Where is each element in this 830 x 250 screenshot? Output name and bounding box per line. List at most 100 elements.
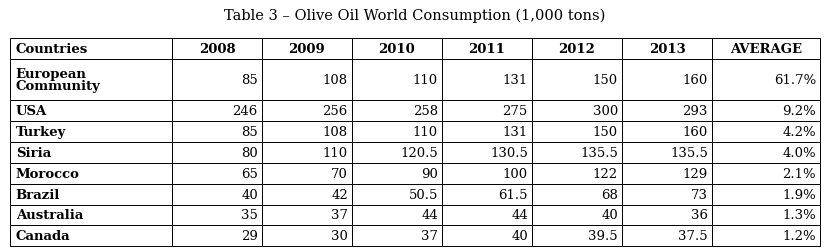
Text: 122: 122: [593, 167, 618, 180]
Text: Community: Community: [16, 80, 100, 92]
Bar: [172, 101, 262, 122]
Text: Brazil: Brazil: [16, 188, 60, 201]
Text: 44: 44: [421, 209, 438, 222]
Bar: [712, 184, 820, 205]
Bar: [622, 122, 712, 142]
Text: 90: 90: [421, 167, 438, 180]
Text: 70: 70: [331, 167, 348, 180]
Text: 35: 35: [241, 209, 258, 222]
Bar: [172, 184, 262, 205]
Text: 85: 85: [241, 126, 258, 138]
Text: 110: 110: [413, 74, 438, 87]
Bar: [622, 60, 712, 101]
Bar: [622, 205, 712, 226]
Bar: [352, 101, 442, 122]
Bar: [622, 39, 712, 60]
Bar: [10, 142, 172, 163]
Text: USA: USA: [16, 105, 47, 118]
Bar: [10, 39, 172, 60]
Bar: [10, 60, 172, 101]
Text: 37: 37: [331, 209, 348, 222]
Bar: [532, 184, 622, 205]
Text: 2.1%: 2.1%: [782, 167, 816, 180]
Text: 80: 80: [241, 146, 258, 159]
Bar: [262, 101, 352, 122]
Text: 150: 150: [593, 126, 618, 138]
Bar: [352, 226, 442, 246]
Bar: [262, 184, 352, 205]
Bar: [262, 205, 352, 226]
Text: 131: 131: [503, 74, 528, 87]
Bar: [10, 163, 172, 184]
Text: 120.5: 120.5: [400, 146, 438, 159]
Bar: [352, 163, 442, 184]
Bar: [442, 226, 532, 246]
Bar: [10, 226, 172, 246]
Text: 108: 108: [323, 74, 348, 87]
Text: 160: 160: [682, 74, 708, 87]
Bar: [532, 39, 622, 60]
Bar: [442, 184, 532, 205]
Text: 150: 150: [593, 74, 618, 87]
Text: 160: 160: [682, 126, 708, 138]
Text: 1.2%: 1.2%: [782, 230, 816, 242]
Text: 2008: 2008: [198, 43, 235, 56]
Text: 85: 85: [241, 74, 258, 87]
Bar: [442, 39, 532, 60]
Text: 2013: 2013: [649, 43, 686, 56]
Bar: [532, 205, 622, 226]
Text: 37: 37: [421, 230, 438, 242]
Bar: [532, 163, 622, 184]
Bar: [532, 226, 622, 246]
Text: 36: 36: [691, 209, 708, 222]
Bar: [10, 184, 172, 205]
Text: 1.3%: 1.3%: [782, 209, 816, 222]
Bar: [262, 142, 352, 163]
Text: 135.5: 135.5: [580, 146, 618, 159]
Text: 100: 100: [503, 167, 528, 180]
Text: 275: 275: [503, 105, 528, 118]
Text: 258: 258: [413, 105, 438, 118]
Text: 40: 40: [241, 188, 258, 201]
Bar: [352, 60, 442, 101]
Bar: [352, 142, 442, 163]
Bar: [10, 101, 172, 122]
Text: 4.2%: 4.2%: [782, 126, 816, 138]
Text: 110: 110: [413, 126, 438, 138]
Bar: [352, 39, 442, 60]
Bar: [10, 205, 172, 226]
Text: 39.5: 39.5: [588, 230, 618, 242]
Bar: [712, 226, 820, 246]
Bar: [10, 122, 172, 142]
Bar: [262, 226, 352, 246]
Text: 4.0%: 4.0%: [782, 146, 816, 159]
Text: 9.2%: 9.2%: [782, 105, 816, 118]
Bar: [442, 205, 532, 226]
Text: Canada: Canada: [16, 230, 71, 242]
Text: 44: 44: [511, 209, 528, 222]
Bar: [712, 122, 820, 142]
Text: 300: 300: [593, 105, 618, 118]
Text: Siria: Siria: [16, 146, 51, 159]
Text: 61.5: 61.5: [498, 188, 528, 201]
Text: 40: 40: [601, 209, 618, 222]
Text: 30: 30: [331, 230, 348, 242]
Text: 110: 110: [323, 146, 348, 159]
Text: 130.5: 130.5: [490, 146, 528, 159]
Bar: [622, 101, 712, 122]
Text: 256: 256: [323, 105, 348, 118]
Bar: [262, 122, 352, 142]
Bar: [172, 226, 262, 246]
Text: Table 3 – Olive Oil World Consumption (1,000 tons): Table 3 – Olive Oil World Consumption (1…: [224, 9, 606, 23]
Text: Turkey: Turkey: [16, 126, 66, 138]
Bar: [172, 60, 262, 101]
Text: 61.7%: 61.7%: [774, 74, 816, 87]
Text: 29: 29: [241, 230, 258, 242]
Text: 108: 108: [323, 126, 348, 138]
Text: 68: 68: [601, 188, 618, 201]
Bar: [262, 60, 352, 101]
Text: 2011: 2011: [469, 43, 505, 56]
Bar: [172, 122, 262, 142]
Bar: [712, 163, 820, 184]
Bar: [262, 163, 352, 184]
